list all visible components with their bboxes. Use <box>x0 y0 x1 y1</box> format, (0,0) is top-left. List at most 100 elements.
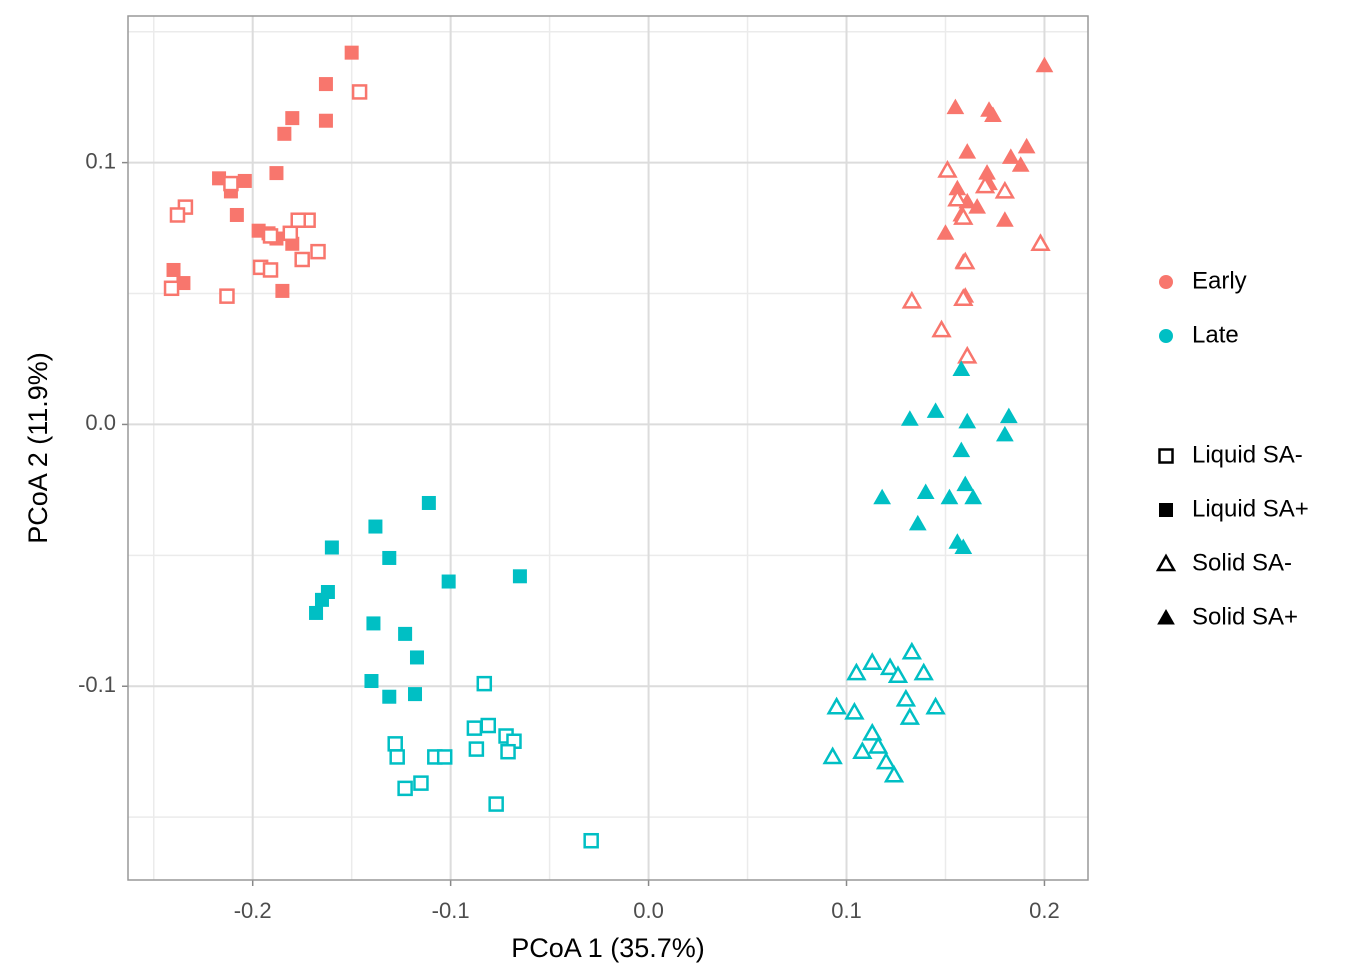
point <box>1017 137 1036 154</box>
point <box>277 126 292 141</box>
point <box>868 735 889 754</box>
legend-label: Liquid SA- <box>1192 441 1303 468</box>
point <box>389 749 405 765</box>
point <box>931 319 952 338</box>
point <box>163 280 180 297</box>
point <box>946 98 965 115</box>
point <box>229 207 244 222</box>
point <box>901 641 922 660</box>
legend-label: Late <box>1192 321 1239 348</box>
x-tick-label: 0.0 <box>633 898 664 923</box>
y-tick-label: -0.1 <box>78 672 116 697</box>
point <box>344 45 359 60</box>
point <box>999 407 1018 424</box>
legend-label: Early <box>1192 267 1247 294</box>
point <box>223 175 239 192</box>
point <box>956 475 975 492</box>
x-tick-label: -0.1 <box>432 898 470 923</box>
point <box>314 592 329 607</box>
point <box>285 111 300 126</box>
point <box>290 212 306 228</box>
point <box>166 262 181 277</box>
point <box>908 514 927 531</box>
point <box>408 687 423 702</box>
point <box>940 488 959 505</box>
point <box>583 832 599 849</box>
point <box>441 574 456 589</box>
point <box>294 251 310 268</box>
point <box>994 180 1016 199</box>
point <box>964 488 983 505</box>
point <box>952 441 971 458</box>
point <box>488 796 504 812</box>
point <box>413 775 429 791</box>
point <box>974 175 996 194</box>
legend-swatch <box>1158 448 1174 464</box>
point <box>318 113 333 128</box>
point <box>466 720 483 736</box>
legend-swatch <box>1159 503 1173 517</box>
point <box>382 689 397 704</box>
point <box>925 696 946 715</box>
point <box>862 652 883 670</box>
point <box>364 674 379 689</box>
point <box>937 159 958 178</box>
point <box>883 764 905 783</box>
point <box>953 288 974 307</box>
point <box>1030 233 1051 252</box>
point <box>397 780 413 797</box>
legend-swatch <box>1157 608 1175 625</box>
point <box>900 410 919 426</box>
legend-label: Solid SA- <box>1192 549 1292 576</box>
legend-swatch <box>1159 275 1173 289</box>
point <box>954 538 973 554</box>
point <box>237 173 252 188</box>
point <box>926 402 945 418</box>
point <box>366 616 381 631</box>
point <box>958 412 977 429</box>
legend-label: Liquid SA+ <box>1192 495 1309 522</box>
y-tick-label: 0.1 <box>85 148 116 173</box>
point <box>512 569 527 584</box>
panel-border <box>127 15 1089 881</box>
point <box>913 662 934 681</box>
point <box>822 746 843 765</box>
point <box>169 207 186 223</box>
point <box>368 519 383 534</box>
point <box>309 605 324 620</box>
point <box>996 211 1014 227</box>
point <box>875 751 897 770</box>
point <box>387 736 403 752</box>
y-axis-title: PCoA 2 (11.9%) <box>23 352 53 544</box>
legend-swatch <box>1159 329 1173 343</box>
point <box>957 345 978 364</box>
point <box>275 283 290 298</box>
point <box>269 166 284 181</box>
point <box>1001 148 1020 164</box>
point <box>262 262 279 278</box>
point <box>500 743 516 760</box>
panel <box>128 16 1088 880</box>
point <box>936 224 955 240</box>
point <box>318 77 333 92</box>
point <box>901 290 922 309</box>
point <box>984 106 1002 122</box>
legend-label: Solid SA+ <box>1192 603 1298 630</box>
point <box>1011 156 1030 172</box>
point <box>282 225 299 242</box>
point <box>862 722 883 741</box>
legend-swatch <box>1155 553 1177 572</box>
x-axis-title: PCoA 1 (35.7%) <box>511 933 705 963</box>
point <box>952 360 971 376</box>
point <box>895 688 917 707</box>
x-tick-label: -0.2 <box>234 898 272 923</box>
point <box>955 251 976 270</box>
point <box>844 701 865 720</box>
point <box>382 550 397 565</box>
x-tick-label: 0.1 <box>831 898 862 923</box>
point <box>324 540 339 555</box>
point <box>310 243 326 260</box>
point <box>916 483 935 500</box>
point <box>219 288 235 304</box>
